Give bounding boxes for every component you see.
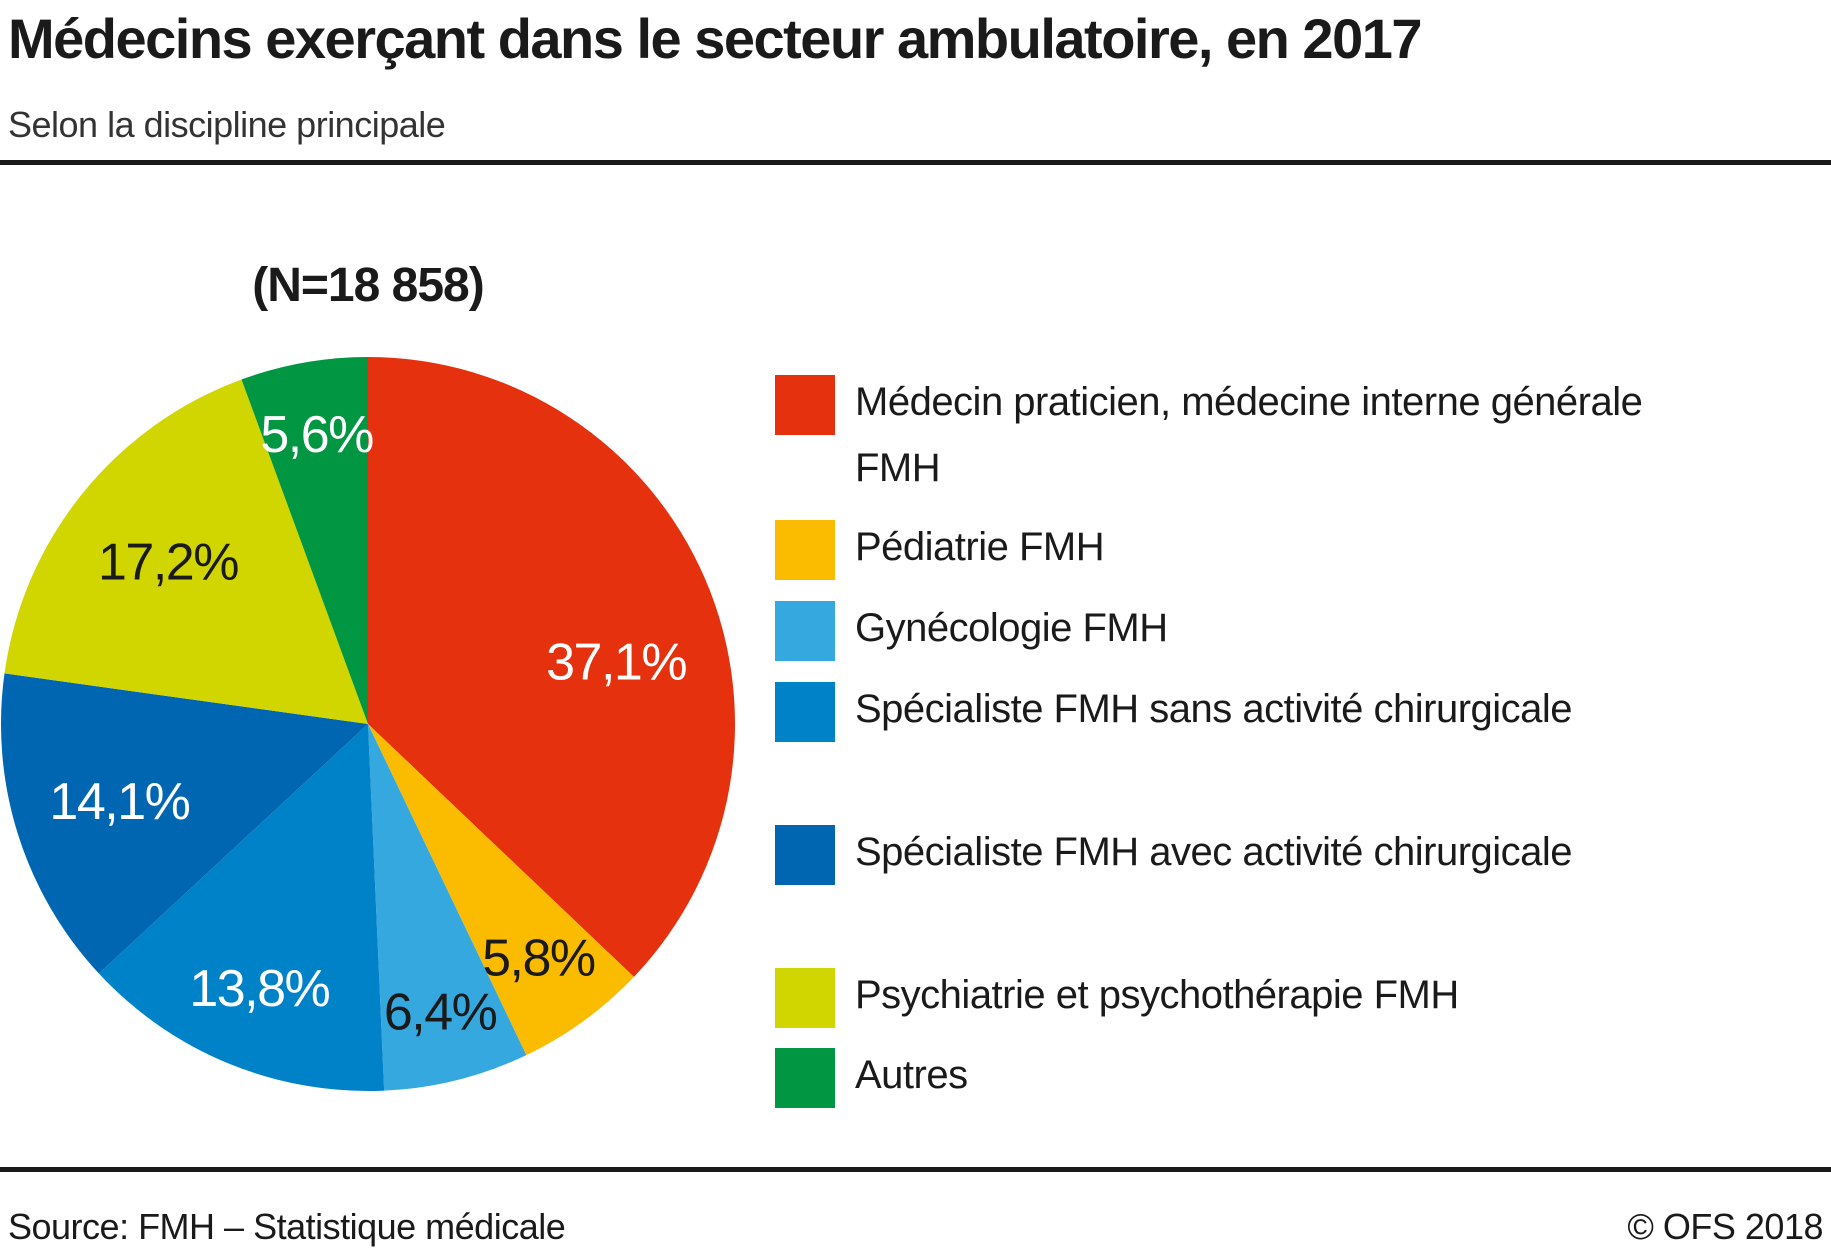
- pie-slice-label: 37,1%: [546, 634, 686, 692]
- legend-item: Spécialiste FMH sans activité chirurgica…: [775, 682, 1655, 742]
- pie-slice: [98, 724, 385, 1092]
- pie-slice: [1, 673, 368, 974]
- legend-swatch-green: [775, 1048, 835, 1108]
- legend-label: Spécialiste FMH sans activité chirurgica…: [855, 687, 1573, 731]
- legend-label: Autres: [855, 1053, 968, 1097]
- pie-slice: [368, 724, 634, 1056]
- legend-label: Psychiatrie et psychothérapie FMH: [855, 973, 1459, 1017]
- legend-item: Autres: [775, 1048, 1655, 1108]
- pie-slice-label: 14,1%: [49, 773, 189, 831]
- pie-slice: [368, 724, 527, 1091]
- legend-swatch-yellow: [775, 520, 835, 580]
- pie-slice-label: 5,6%: [260, 406, 373, 464]
- legend-swatch-red: [775, 375, 835, 435]
- pie-slice-label: 13,8%: [189, 960, 329, 1018]
- legend-swatch-lightblue: [775, 601, 835, 661]
- legend-item: Psychiatrie et psychothérapie FMH: [775, 968, 1655, 1028]
- legend-swatch-blue: [775, 682, 835, 742]
- source-note: Source: FMH – Statistique médicale: [8, 1206, 566, 1247]
- pie-chart: 37,1% 5,8%6,4% 13,8% 14,1% 17,2% 5,6%: [1, 357, 735, 1092]
- legend-item: Spécialiste FMH avec activité chirurgica…: [775, 825, 1655, 885]
- legend-item: Médecin praticien, médecine interne géné…: [775, 375, 1655, 501]
- legend-item: Gynécologie FMH: [775, 601, 1655, 661]
- pie-slice-label: 17,2%: [98, 534, 238, 592]
- page-subtitle: Selon la discipline principale: [8, 104, 446, 145]
- pie-slice: [241, 357, 368, 724]
- page-title: Médecins exerçant dans le secteur ambula…: [8, 7, 1423, 70]
- footer-rule: [0, 1167, 1831, 1172]
- legend-label: Spécialiste FMH avec activité chirurgica…: [855, 830, 1573, 874]
- copyright-note: © OFS 2018: [1627, 1206, 1823, 1247]
- legend-label: Gynécologie FMH: [855, 606, 1168, 650]
- legend-item: Pédiatrie FMH: [775, 520, 1655, 580]
- legend-swatch-yellowgreen: [775, 968, 835, 1028]
- pie-slice-label: 5,8%: [482, 930, 595, 988]
- pie-slice-label: 6,4%: [384, 983, 497, 1041]
- pie-slice: [368, 357, 735, 977]
- legend-swatch-darkblue: [775, 825, 835, 885]
- legend-label: Pédiatrie FMH: [855, 525, 1105, 569]
- pie-total-label: (N=18 858): [252, 259, 484, 312]
- legend-label: Médecin praticien, médecine interne géné…: [855, 380, 1643, 490]
- pie-slice: [4, 379, 368, 724]
- header-rule: [0, 160, 1831, 165]
